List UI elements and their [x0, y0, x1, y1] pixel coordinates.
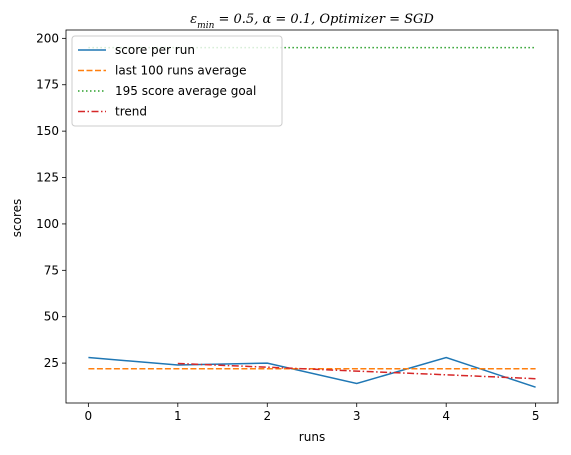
y-tick-label: 75 — [44, 263, 59, 277]
chart-title: εmin = 0.5, α = 0.1, Optimizer = SGD — [190, 12, 434, 31]
legend-label: last 100 runs average — [115, 64, 247, 78]
y-tick-label: 125 — [36, 171, 59, 185]
series-line-4 — [177, 362, 536, 380]
x-tick-label: 4 — [442, 409, 450, 423]
x-tick-label: 1 — [174, 409, 182, 423]
plot-lines — [88, 46, 536, 388]
x-axis-label: runs — [299, 430, 325, 444]
legend-label: score per run — [115, 43, 195, 57]
title-rest: = 0.5, α = 0.1, Optimizer = SGD — [214, 12, 434, 27]
series-line-1 — [88, 356, 536, 388]
legend-box — [71, 35, 283, 127]
title-epsilon: ε — [190, 12, 197, 27]
y-tick-label: 50 — [44, 310, 59, 324]
legend: score per run last 100 runs average 195 sc… — [71, 35, 283, 127]
y-tick-label: 25 — [44, 356, 59, 370]
x-tick-label: 3 — [353, 409, 361, 423]
y-tick-label: 150 — [36, 124, 59, 138]
y-axis-label: scores — [10, 199, 24, 238]
y-axis-ticks: 25 50 75 100 125 150 175 200 — [36, 31, 66, 370]
x-tick-label: 0 — [85, 409, 93, 423]
y-tick-label: 100 — [36, 217, 59, 231]
x-tick-label: 2 — [263, 409, 271, 423]
plot-frame — [65, 29, 559, 404]
legend-label: 195 score average goal — [115, 84, 256, 98]
y-tick-label: 175 — [36, 78, 59, 92]
legend-label: trend — [115, 105, 147, 119]
y-tick-label: 200 — [36, 31, 59, 45]
x-tick-label: 5 — [532, 409, 540, 423]
title-epsilon-subscript: min — [197, 21, 214, 31]
x-axis-ticks: 0 1 2 3 4 5 — [85, 403, 540, 423]
